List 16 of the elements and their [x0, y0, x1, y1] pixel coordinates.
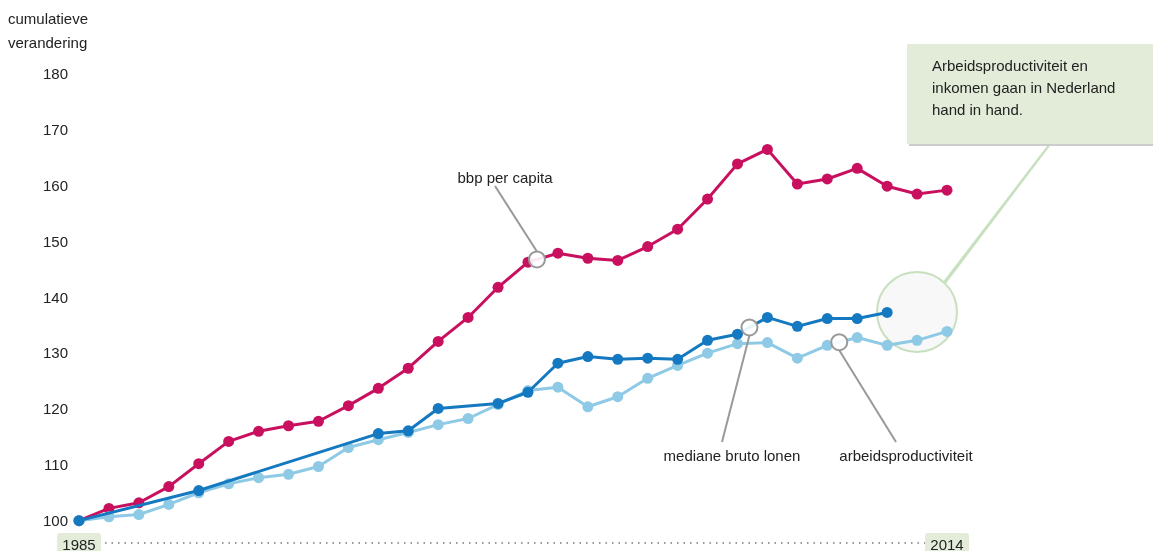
text: bbp per capita: [457, 169, 554, 187]
x-tick-label: 1985: [62, 536, 96, 551]
y-tick-label: 170: [42, 121, 68, 139]
y-tick-label: 160: [42, 176, 68, 194]
y-tick-label: 120: [42, 400, 68, 418]
y-tick-label: 100: [42, 511, 68, 529]
y-tick-label: 150: [42, 232, 68, 250]
y-tick-label: 180: [42, 65, 68, 83]
y-tick-label: 110: [44, 456, 68, 474]
annotation: Arbeidsproductiviteit en inkomen gaan in Nederland hand in hand.: [932, 57, 1116, 118]
y-tick-label: 140: [42, 288, 68, 306]
text: mediane bruto lonen: [663, 447, 801, 465]
y-tick-label: 130: [42, 344, 68, 362]
y-axis-title: cumulatieve verandering: [8, 10, 89, 51]
x-tick-label: 2014: [930, 536, 964, 551]
text: arbeidsproductiviteit: [839, 447, 974, 465]
